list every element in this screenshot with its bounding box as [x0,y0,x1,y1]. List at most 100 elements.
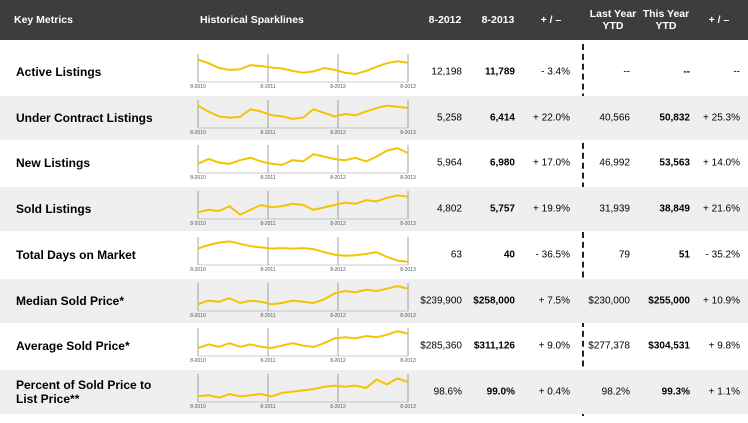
sparkline-label: 8-2011 [260,404,275,410]
value-cell: $230,000 [588,295,630,306]
value-cell: + 9.8% [708,340,740,352]
value-cell: $277,378 [588,340,630,352]
table-row: Percent of Sold Price to List Price** 98.… [0,369,748,414]
sparkline: 8-2010 8-2011 8-2012 8-2013 [190,328,416,364]
row-label: Under Contract Listings [16,110,153,125]
value-cell: -- [623,66,630,78]
value-cell: 31,939 [599,203,630,215]
value-cell: - 36.5% [535,249,570,261]
sparkline-line [197,284,409,305]
value-cell: 99.3% [661,386,690,398]
sparkline-label: 8-2013 [400,358,416,364]
sparkline: 8-2010 8-2011 8-2012 8-2013 [190,282,416,319]
sparkline-label: 8-2012 [330,221,346,227]
sparkline: 8-2010 8-2011 8-2012 8-2013 [190,145,416,181]
table-row: New Listings 5,964 6,980 + 17.0% 46,992 53,56… [0,141,748,185]
header-cell: Historical Sparklines [200,14,304,26]
sparkline-label: 8-2011 [260,313,275,319]
header-cell: + / – [708,14,730,26]
value-cell: 11,789 [484,66,515,78]
sparkline-label: 8-2013 [400,313,416,319]
sparkline-label: 8-2011 [260,130,275,136]
value-cell: 99.0% [486,386,515,398]
value-cell: 53,563 [659,157,690,169]
value-cell: 50,832 [659,112,690,124]
row-label: Total Days on Market [16,247,136,262]
value-cell: 46,992 [599,157,630,169]
sparkline-line [197,147,409,167]
value-cell: - 3.4% [541,66,570,78]
sparkline-line [197,330,409,350]
sparkline-label: 8-2013 [400,404,416,410]
header-cell: Key Metrics [14,14,73,26]
sparkline-label: 8-2010 [190,267,206,273]
sparkline-label: 8-2012 [330,175,346,181]
table-row: Total Days on Market 63 40 - 36.5% 79 51 - 35.… [0,233,748,277]
row-label: Average Sold Price* [16,339,130,354]
sparkline-label: 8-2012 [330,267,346,273]
value-cell: 98.6% [433,386,462,398]
header-cell: 8-2013 [481,14,515,26]
value-cell: 40,566 [599,112,630,124]
sparkline-label: 8-2010 [190,313,206,319]
value-cell: 63 [450,249,462,261]
header-cell: 8-2012 [428,14,462,26]
value-cell: 79 [618,249,630,261]
sparkline-label: 8-2012 [330,84,346,90]
value-cell: -- [683,66,690,78]
sparkline-label: 8-2011 [260,175,275,181]
table-row: Active Listings 12,198 11,789 - 3.4% -- -- -- 8… [0,50,748,94]
sparkline-label: 8-2013 [400,130,416,136]
sparkline-line [197,104,409,120]
sparkline-label: 8-2010 [190,221,206,227]
value-cell: $285,360 [420,340,462,352]
value-cell: - 35.2% [705,249,740,261]
sparkline-line [197,377,409,399]
sparkline-label: 8-2011 [260,267,275,273]
value-cell: -- [733,66,740,78]
sparkline: 8-2010 8-2011 8-2012 8-2013 [190,191,416,227]
value-cell: 6,980 [489,157,515,169]
sparkline-label: 8-2011 [260,358,275,364]
value-cell: + 22.0% [533,112,570,124]
value-cell: $255,000 [648,295,690,306]
sparkline-label: 8-2012 [330,313,346,319]
row-label: Percent of Sold Price to List Price** [16,377,152,406]
value-cell: 5,757 [489,203,515,215]
value-cell: 12,198 [431,66,462,78]
value-cell: + 1.1% [708,386,740,398]
value-cell: + 17.0% [533,157,570,169]
value-cell: 40 [503,249,515,261]
sparkline-label: 8-2013 [400,84,416,90]
row-label: New Listings [16,156,91,171]
value-cell: 51 [678,249,690,261]
value-cell: + 25.3% [703,112,740,124]
value-cell: + 14.0% [703,157,740,169]
value-cell: 4,802 [436,203,462,215]
value-cell: 6,414 [489,112,515,124]
value-cell: + 21.6% [703,203,740,215]
sparkline-label: 8-2012 [330,404,346,410]
sparkline-label: 8-2010 [190,358,206,364]
sparkline: 8-2010 8-2011 8-2012 8-2013 [190,99,416,136]
sparkline-label: 8-2011 [260,221,275,227]
value-cell: + 10.9% [703,295,740,306]
sparkline-label: 8-2012 [330,130,346,136]
sparkline: 8-2010 8-2011 8-2012 8-2013 [190,236,416,273]
value-cell: + 19.9% [533,203,570,215]
sparkline-label: 8-2011 [260,84,275,90]
value-cell: 98.2% [601,386,630,398]
row-label: Active Listings [16,65,102,79]
value-cell: + 9.0% [538,340,570,352]
header-cell: + / – [540,14,562,26]
table-row: Median Sold Price* $239,900 $258,000 + 7.5%… [0,278,748,323]
sparkline-label: 8-2010 [190,404,206,410]
table-row: Average Sold Price* $285,360 $311,126 + 9.0… [0,324,748,368]
value-cell: + 7.5% [538,295,570,306]
table-row: Under Contract Listings 5,258 6,414 + 22.0%… [0,95,748,140]
value-cell: 38,849 [659,203,690,215]
value-cell: 5,964 [436,157,462,169]
sparkline-label: 8-2010 [190,84,206,90]
value-cell: 5,258 [436,112,462,124]
